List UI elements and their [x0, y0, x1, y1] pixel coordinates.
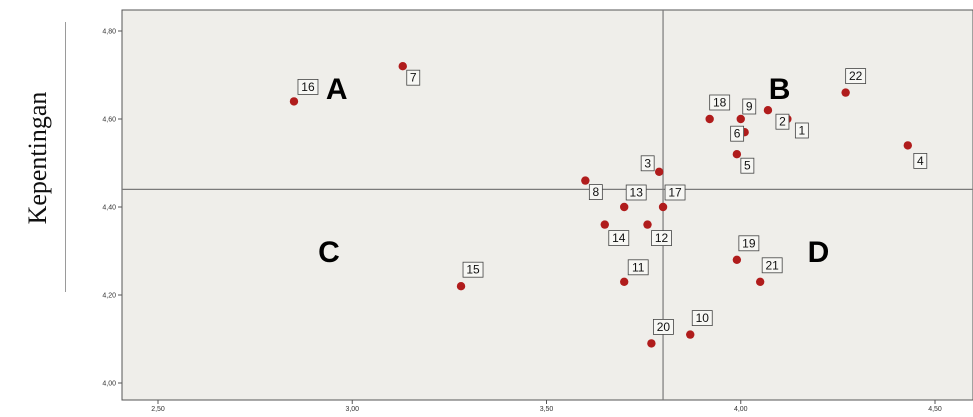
- point-label: 22: [849, 69, 863, 83]
- y-tick-label: 4,40: [102, 205, 116, 212]
- point-label: 4: [917, 154, 924, 168]
- data-point-19: [732, 255, 742, 264]
- data-point-4: [903, 141, 913, 150]
- point-label-box: [652, 318, 674, 335]
- point-label-box: [709, 94, 731, 111]
- y-axis-title-area: Kepentingan: [0, 0, 66, 417]
- x-tick-label: 3,50: [540, 406, 554, 413]
- data-point-17: [658, 202, 668, 212]
- data-point-18: [705, 114, 714, 124]
- y-tick-label: 4,80: [102, 29, 116, 36]
- point-label-box: [738, 235, 760, 252]
- point-label: 9: [746, 100, 753, 114]
- x-tick-label: 4,00: [734, 406, 748, 413]
- point-label: 17: [668, 186, 682, 200]
- quadrant-label-c: C: [318, 236, 340, 269]
- data-point-21: [755, 277, 765, 286]
- x-tick-label: 2,50: [151, 406, 165, 413]
- point-label-box: [608, 230, 630, 247]
- point-label-box: [640, 155, 655, 172]
- quadrant-label-a: A: [326, 73, 348, 106]
- point-label: 5: [744, 159, 751, 173]
- point-label: 2: [779, 115, 786, 129]
- data-point-13: [620, 202, 629, 212]
- y-axis-title-rule: [65, 22, 66, 292]
- point-label: 10: [696, 311, 710, 325]
- quadrant-label-d: D: [808, 236, 830, 269]
- point-label: 6: [734, 127, 741, 141]
- data-point-16: [289, 97, 299, 106]
- point-label-box: [794, 122, 809, 139]
- x-tick-label: 4,50: [928, 406, 942, 413]
- point-label-box: [625, 184, 647, 201]
- point-label: 15: [466, 263, 480, 277]
- point-label-box: [406, 69, 421, 86]
- point-label-box: [691, 310, 713, 327]
- point-label-box: [740, 157, 755, 174]
- data-point-14: [600, 220, 609, 229]
- point-label-box: [297, 79, 319, 95]
- plot-background: [121, 9, 973, 401]
- data-point-5: [732, 150, 742, 159]
- data-point-12: [643, 220, 652, 229]
- data-point-9: [736, 114, 745, 124]
- point-label-box: [664, 184, 686, 201]
- point-label: 14: [612, 231, 626, 245]
- plot-area: 4,00 4,20 4,40 4,60 4,80 2,50 3,00 3,50 4,00 4,50…: [102, 9, 973, 413]
- point-label-box: [462, 261, 484, 278]
- point-label-box: [742, 98, 757, 115]
- quadrant-label-b: B: [769, 73, 791, 106]
- data-point-8: [581, 176, 590, 185]
- point-label: 7: [410, 71, 417, 85]
- data-point-3: [654, 167, 664, 176]
- point-label-box: [913, 152, 928, 169]
- point-label-box: [627, 259, 649, 276]
- point-label: 19: [742, 236, 756, 250]
- point-label: 11: [632, 260, 645, 274]
- data-point-22: [841, 88, 850, 97]
- point-label: 18: [713, 96, 727, 110]
- y-tick-label: 4,00: [102, 381, 116, 388]
- y-tick-label: 4,60: [102, 117, 116, 124]
- point-label-box: [730, 125, 745, 142]
- data-point-7: [398, 61, 407, 71]
- point-label: 8: [593, 185, 600, 199]
- point-label: 21: [765, 258, 779, 272]
- point-label-box: [651, 230, 672, 247]
- point-label: 12: [655, 231, 669, 245]
- point-label: 3: [644, 156, 651, 170]
- point-label-box: [761, 257, 783, 274]
- data-point-20: [647, 339, 656, 348]
- y-tick-label: 4,20: [102, 293, 116, 300]
- data-point-10: [686, 330, 695, 339]
- point-label: 1: [799, 124, 806, 138]
- point-label-box: [845, 68, 867, 84]
- point-label-box: [588, 184, 603, 201]
- data-point-11: [620, 277, 629, 286]
- point-label: 20: [657, 320, 671, 334]
- point-label: 13: [630, 186, 644, 200]
- data-point-2: [763, 106, 773, 115]
- x-tick-label: 3,00: [345, 406, 359, 413]
- point-label-box: [775, 113, 790, 130]
- point-label: 16: [301, 80, 315, 94]
- data-point-15: [456, 282, 466, 291]
